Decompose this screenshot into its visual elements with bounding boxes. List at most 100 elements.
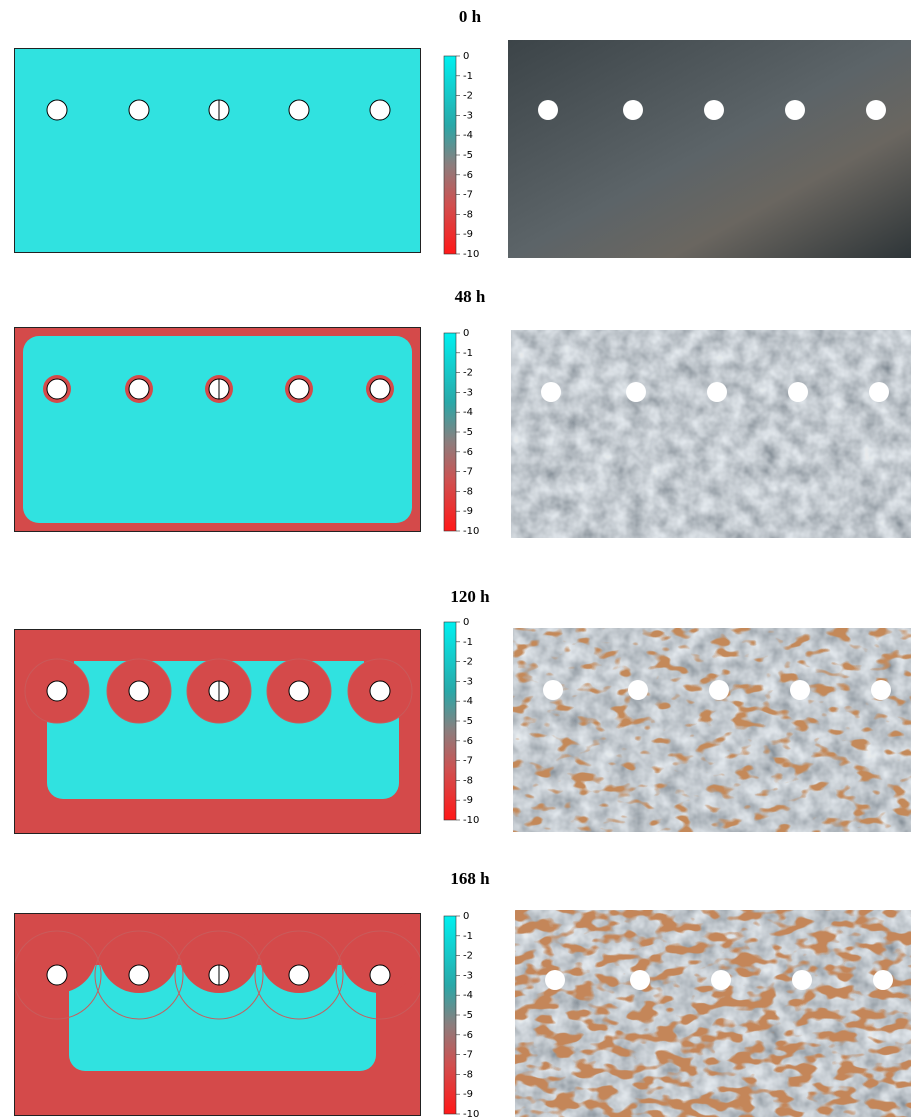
panel: 168 h 0 -1 -2 -3 -4 -5 -6 -7 -8 -9 -10 (13, 869, 911, 1117)
colorbar-tick-label: -5 (463, 716, 473, 727)
hole (47, 100, 67, 120)
field (14, 629, 421, 834)
rust (513, 628, 911, 832)
hole (289, 681, 309, 701)
colorbar-tick-label: -9 (463, 1089, 473, 1100)
photo-hole (788, 382, 808, 402)
colorbar-tick-label: -9 (463, 506, 473, 517)
colorbar-tick-label: -7 (463, 1050, 473, 1061)
colorbar-tick-label: -3 (463, 110, 473, 121)
photo-hole (628, 680, 648, 700)
colorbar-tick-label: -4 (463, 130, 473, 141)
plate-texture (511, 330, 911, 538)
plate (508, 40, 911, 258)
colorbar-tick-label: -8 (463, 209, 473, 220)
panel-title: 168 h (450, 869, 490, 888)
photo-hole (873, 970, 893, 990)
photo-hole (866, 100, 886, 120)
hole (47, 379, 67, 399)
colorbar-tick-label: -6 (463, 447, 473, 458)
colorbar-tick-label: -6 (463, 170, 473, 181)
photo (513, 628, 911, 832)
colorbar (444, 333, 456, 531)
colorbar-tick-label: -2 (463, 91, 473, 102)
colorbar (444, 622, 456, 820)
colorbar-tick-label: -9 (463, 229, 473, 240)
hole (129, 379, 149, 399)
colorbar-tick-label: -4 (463, 407, 473, 418)
colorbar-tick-label: 0 (463, 617, 469, 628)
colorbar-tick-label: -1 (463, 71, 473, 82)
simulation (13, 913, 424, 1116)
photo-hole (704, 100, 724, 120)
photo-hole (538, 100, 558, 120)
colorbar-tick-label: -5 (463, 427, 473, 438)
hole (47, 965, 67, 985)
field (14, 48, 421, 253)
hole (289, 965, 309, 985)
colorbar-tick-label: -4 (463, 696, 473, 707)
colorbar-tick-label: -5 (463, 1010, 473, 1021)
colorbar-tick-label: -3 (463, 970, 473, 981)
simulation (14, 48, 421, 253)
figure: 0 h0-1-2-3-4-5-6-7-8-9-1048 h0-1-2-3-4-5… (0, 0, 911, 1117)
photo (511, 330, 911, 538)
rust (515, 910, 911, 1117)
colorbar-tick-label: -3 (463, 387, 473, 398)
photo-hole (871, 680, 891, 700)
simulation (14, 327, 421, 532)
hole (47, 681, 67, 701)
colorbar-tick-label: 0 (463, 328, 469, 339)
field (14, 327, 421, 532)
photo-hole (707, 382, 727, 402)
photo (515, 910, 911, 1117)
photo-hole (541, 382, 561, 402)
colorbar-tick-label: -2 (463, 657, 473, 668)
panel: 48 h0-1-2-3-4-5-6-7-8-9-10 (14, 287, 911, 538)
photo-hole (869, 382, 889, 402)
panel-title: 0 h (459, 7, 482, 26)
colorbar-tick-label: -8 (463, 486, 473, 497)
field-intact (23, 336, 412, 523)
colorbar-tick-label: -6 (463, 1030, 473, 1041)
colorbar-tick-label: -10 (463, 1109, 479, 1117)
photo (508, 40, 911, 258)
photo-hole (711, 970, 731, 990)
photo-hole (543, 680, 563, 700)
photo-hole (790, 680, 810, 700)
panel-title: 120 h (450, 587, 490, 606)
panel: 120 h0-1-2-3-4-5-6-7-8-9-10 (14, 587, 911, 834)
colorbar-tick-label: 0 (463, 911, 469, 922)
colorbar-tick-label: -10 (463, 526, 479, 537)
hole (370, 681, 390, 701)
colorbar-tick-label: -2 (463, 368, 473, 379)
colorbar-tick-label: -9 (463, 795, 473, 806)
colorbar-tick-label: -5 (463, 150, 473, 161)
colorbar-tick-label: -2 (463, 951, 473, 962)
colorbar (444, 56, 456, 254)
colorbar-tick-label: -7 (463, 190, 473, 201)
panel: 0 h0-1-2-3-4-5-6-7-8-9-10 (14, 7, 911, 260)
hole (129, 100, 149, 120)
field-bg (14, 48, 421, 253)
colorbar-tick-label: -1 (463, 637, 473, 648)
colorbar-tick-label: -3 (463, 676, 473, 687)
colorbar-tick-label: 0 (463, 51, 469, 62)
photo-hole (626, 382, 646, 402)
hole (370, 965, 390, 985)
panel-title: 48 h (455, 287, 486, 306)
photo-hole (623, 100, 643, 120)
colorbar-tick-label: -1 (463, 931, 473, 942)
hole (289, 379, 309, 399)
field (13, 913, 424, 1116)
photo-hole (785, 100, 805, 120)
photo-hole (545, 970, 565, 990)
photo-hole (630, 970, 650, 990)
colorbar-tick-label: -6 (463, 736, 473, 747)
colorbar-tick-label: -8 (463, 1069, 473, 1080)
photo-hole (709, 680, 729, 700)
colorbar-tick-label: -7 (463, 756, 473, 767)
hole (370, 379, 390, 399)
simulation (14, 629, 421, 834)
colorbar-tick-label: -4 (463, 990, 473, 1001)
